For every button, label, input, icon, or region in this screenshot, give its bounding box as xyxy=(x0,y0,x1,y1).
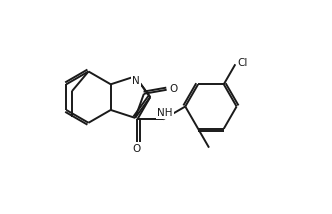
Text: NH: NH xyxy=(157,108,173,118)
Text: O: O xyxy=(169,84,178,94)
Text: N: N xyxy=(132,76,140,86)
Text: Cl: Cl xyxy=(237,58,247,68)
Text: O: O xyxy=(132,144,140,154)
